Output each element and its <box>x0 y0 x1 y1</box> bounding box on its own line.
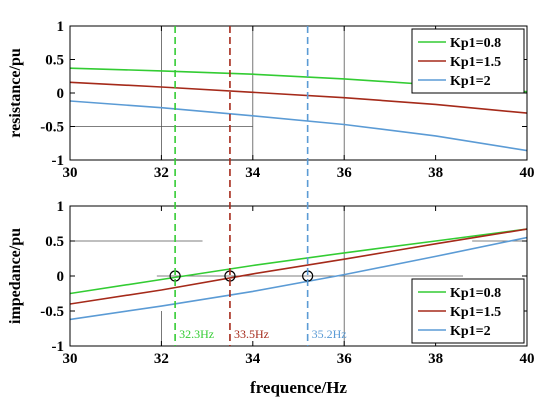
y-tick-label: -1 <box>52 339 65 355</box>
y-tick-label: 0.5 <box>45 234 64 250</box>
vertical-markers <box>174 26 309 346</box>
x-tick-label: 32 <box>154 351 169 367</box>
frequency-annotation: 35.2Hz <box>312 327 347 341</box>
x-axis-label: frequence/Hz <box>250 378 347 397</box>
x-tick-label: 32 <box>154 165 169 181</box>
legend: Kp1=0.8 Kp1=1.5 Kp1=2 <box>411 28 525 94</box>
x-tick-label: 40 <box>520 165 535 181</box>
legend-entry: Kp1=0.8 <box>450 286 501 301</box>
impedance-plot: 30 32 34 36 38 40 -1 -0.5 0 0.5 1 impedance/pu frequ… <box>7 199 535 397</box>
x-tick-label: 30 <box>63 165 78 181</box>
x-tick-label: 38 <box>428 351 443 367</box>
x-tick-label: 30 <box>63 351 78 367</box>
grid-lines <box>70 26 345 160</box>
legend: Kp1=0.8 Kp1=1.5 Kp1=2 <box>411 278 525 344</box>
series-line-kp1-1-5 <box>70 81 527 114</box>
resistance-plot: 30 32 34 36 38 40 -1 -0.5 0 0.5 1 resistance/pu Kp1=… <box>7 19 535 181</box>
legend-entry: Kp1=2 <box>450 74 491 89</box>
y-tick-label: -0.5 <box>40 304 64 320</box>
legend-entry: Kp1=1.5 <box>450 305 501 320</box>
legend-entry: Kp1=2 <box>450 324 491 339</box>
series-lines <box>70 228 527 321</box>
series-line-kp1-0-8 <box>70 228 527 295</box>
y-tick-label: -0.5 <box>40 120 64 136</box>
y-tick-label: 1 <box>57 19 65 35</box>
x-tick-label: 34 <box>245 165 261 181</box>
x-tick-label: 34 <box>245 351 261 367</box>
y-axis-label: resistance/pu <box>7 48 24 138</box>
grid-lines <box>70 206 527 346</box>
ticks <box>69 25 528 161</box>
series-line-kp1-2 <box>70 100 527 152</box>
ticks <box>69 205 528 347</box>
x-tick-label: 40 <box>520 351 535 367</box>
y-tick-label: 0 <box>57 269 65 285</box>
y-tick-label: -1 <box>52 153 65 169</box>
y-tick-label: 0.5 <box>45 53 64 69</box>
x-tick-label: 38 <box>428 165 443 181</box>
legend-entry: Kp1=0.8 <box>450 36 501 51</box>
x-tick-label: 36 <box>337 351 353 367</box>
x-tick-label: 36 <box>337 165 353 181</box>
y-axis-label: impedance/pu <box>7 228 24 324</box>
y-tick-label: 0 <box>57 86 65 102</box>
series-line-kp1-2 <box>70 236 527 321</box>
series-line-kp1-1-5 <box>70 228 527 305</box>
legend-entry: Kp1=1.5 <box>450 55 501 70</box>
frequency-annotation: 33.5Hz <box>234 327 269 341</box>
frequency-annotation: 32.3Hz <box>179 327 214 341</box>
y-tick-label: 1 <box>57 199 65 215</box>
